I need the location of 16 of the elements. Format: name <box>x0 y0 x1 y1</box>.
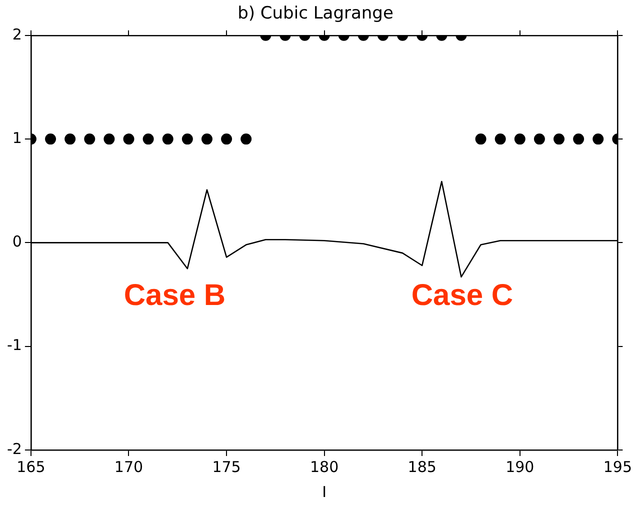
x-tick-label: 165 <box>16 458 46 476</box>
x-tick-label: 190 <box>506 458 534 476</box>
y-tick-label: -2 <box>6 440 22 458</box>
x-tick-label: 175 <box>212 458 241 476</box>
y-tick-label: -1 <box>6 336 22 354</box>
y-tick-label: 0 <box>12 232 22 251</box>
x-tick-label: 180 <box>310 458 339 476</box>
annotation: Case B <box>124 278 226 312</box>
y-tick-label: 1 <box>12 128 22 147</box>
chart-title: b) Cubic Lagrange <box>238 4 394 24</box>
x-tick-label: 170 <box>114 458 144 476</box>
x-tick-label: 185 <box>408 458 436 476</box>
annotation: Case C <box>411 278 514 312</box>
x-tick-label: 195 <box>603 458 632 476</box>
x-axis-title: I <box>322 482 327 501</box>
y-tick-label: 2 <box>12 25 22 44</box>
